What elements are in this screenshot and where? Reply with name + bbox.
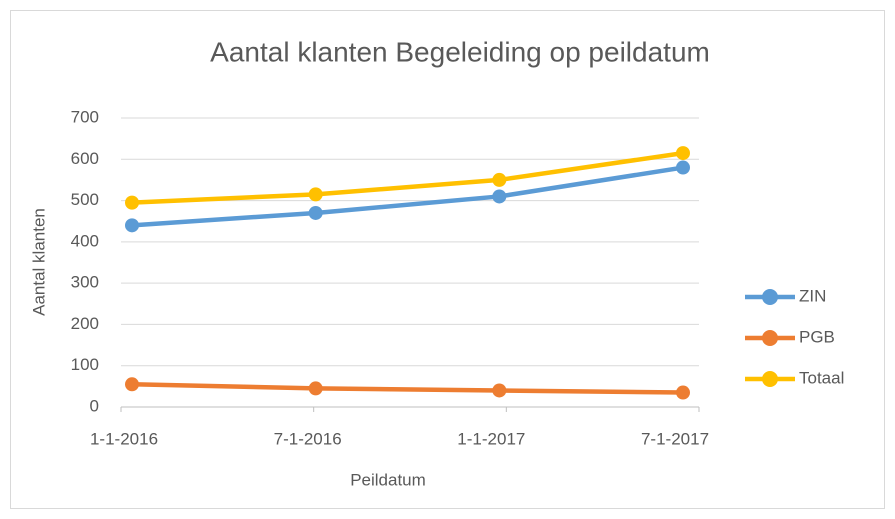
chart-title: Aantal klanten Begeleiding op peildatum xyxy=(210,36,710,67)
legend-marker xyxy=(762,289,778,305)
data-point xyxy=(492,172,507,187)
x-tick-label: 1-1-2017 xyxy=(457,429,525,448)
legend-label: Totaal xyxy=(799,368,844,387)
legend-label: ZIN xyxy=(799,286,826,305)
y-tick-label: 400 xyxy=(71,231,99,250)
data-point xyxy=(308,187,323,202)
series-line xyxy=(129,165,686,228)
data-point xyxy=(308,381,323,396)
y-tick-label: 300 xyxy=(71,273,99,292)
data-point xyxy=(676,385,690,400)
y-tick-label: 700 xyxy=(71,107,99,126)
x-tick-label: 7-1-2016 xyxy=(274,429,342,448)
chart-border xyxy=(10,10,885,509)
data-point xyxy=(492,383,507,398)
data-point xyxy=(308,205,323,220)
data-point xyxy=(676,160,690,175)
y-tick-label: 100 xyxy=(71,355,99,374)
x-tick-label: 7-1-2017 xyxy=(641,429,709,448)
y-tick-label: 600 xyxy=(71,149,99,168)
y-tick-label: 500 xyxy=(71,190,99,209)
data-point xyxy=(676,146,690,161)
x-tick-label: 1-1-2016 xyxy=(90,429,158,448)
y-tick-label: 200 xyxy=(71,314,99,333)
legend-marker xyxy=(762,371,778,387)
x-axis-label: Peildatum xyxy=(350,470,426,489)
y-tick-label: 0 xyxy=(90,396,99,415)
data-point xyxy=(125,218,139,233)
data-point xyxy=(492,189,507,204)
legend-label: PGB xyxy=(799,327,835,346)
y-axis-label: Aantal klanten xyxy=(29,208,48,316)
series-line xyxy=(129,382,686,395)
data-point xyxy=(125,377,139,392)
data-point xyxy=(125,195,139,210)
series-line xyxy=(129,150,686,205)
legend-marker xyxy=(762,330,778,346)
